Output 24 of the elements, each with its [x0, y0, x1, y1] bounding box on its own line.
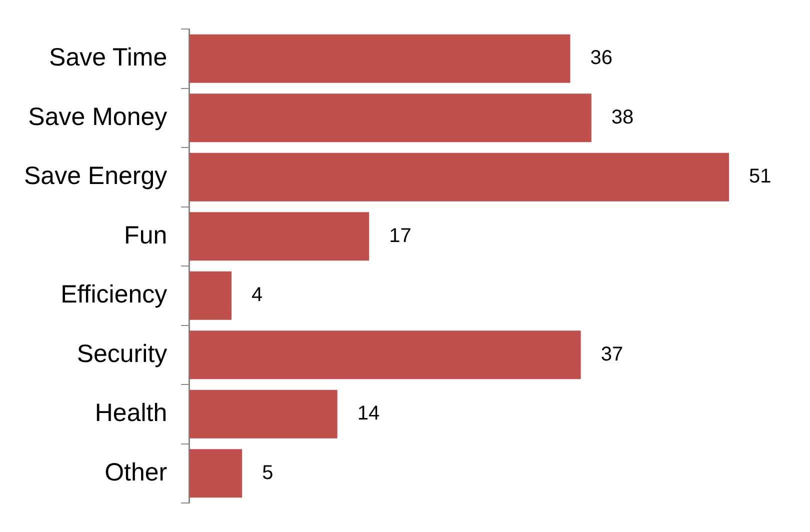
data-label: 36 [590, 47, 612, 70]
bar [189, 34, 570, 83]
y-tick-label: Security [76, 340, 168, 368]
y-tick-label: Efficiency [60, 280, 168, 309]
bar [189, 271, 232, 320]
data-label: 37 [600, 343, 624, 366]
y-tick-label: Save Energy [24, 162, 168, 190]
y-tick-label: Fun [124, 221, 168, 250]
y-tick-label: Save Time [49, 44, 168, 72]
y-tick-label: Save Money [28, 102, 168, 131]
data-label: 51 [749, 166, 772, 188]
data-label: 5 [262, 462, 274, 484]
bar [189, 152, 730, 202]
bar [189, 330, 581, 380]
bar [189, 390, 338, 438]
bar [189, 449, 242, 498]
data-label: 14 [357, 402, 380, 425]
bar [189, 94, 592, 142]
y-tick-label: Other [104, 458, 168, 486]
data-label: 38 [611, 106, 634, 128]
data-label: 17 [389, 224, 412, 247]
bar [189, 212, 370, 261]
data-label: 4 [251, 284, 263, 306]
y-tick-label: Health [94, 399, 168, 428]
